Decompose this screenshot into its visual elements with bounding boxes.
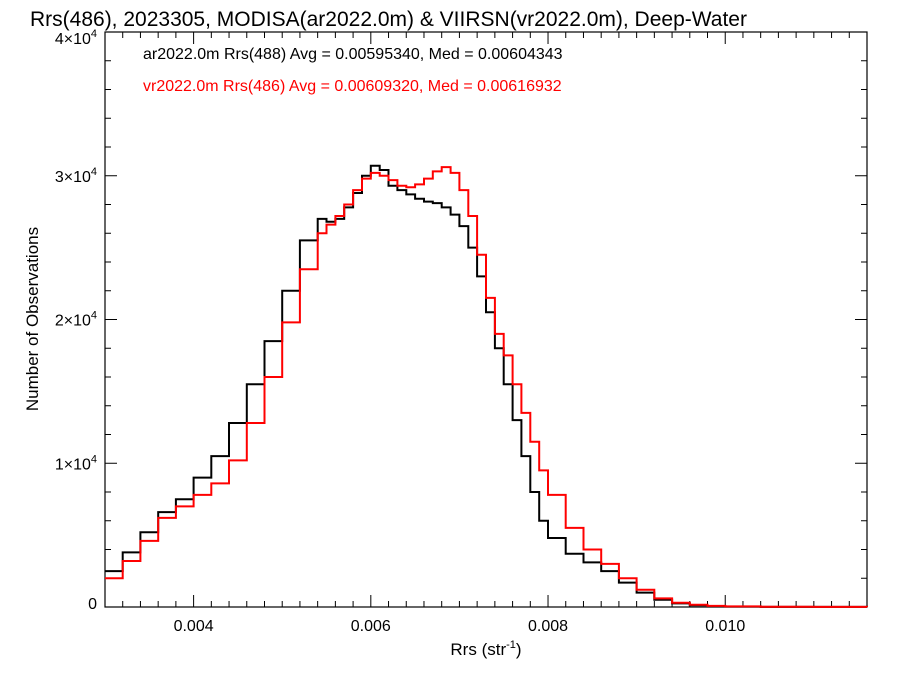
x-tick-label: 0.006 [351, 618, 391, 635]
y-tick-label: 0 [88, 596, 97, 613]
y-tick-label: 1×104 [55, 453, 97, 473]
plot-area [104, 31, 868, 608]
x-axis-label-exponent: -1 [506, 639, 516, 651]
y-axis: 0 1×104 2×104 3×104 4×104 [55, 28, 867, 613]
y-axis-label: Number of Observations [23, 227, 42, 411]
legend: ar2022.0m Rrs(488) Avg = 0.00595340, Med… [143, 46, 563, 95]
series-layer [105, 164, 868, 608]
plot-frame [104, 31, 868, 608]
legend-entry-viirsn: vr2022.0m Rrs(486) Avg = 0.00609320, Med… [143, 78, 562, 95]
x-axis: 0.004 0.006 0.008 0.010 [122, 32, 850, 635]
y-tick-label: 2×104 [55, 310, 97, 330]
y-tick-label: 3×104 [55, 166, 97, 186]
series-line-modisa [105, 164, 868, 608]
x-axis-label: Rrs (str-1) [450, 639, 521, 659]
x-axis-label-end: ) [516, 640, 522, 659]
x-tick-label: 0.008 [528, 618, 568, 635]
legend-entry-modisa: ar2022.0m Rrs(488) Avg = 0.00595340, Med… [143, 46, 563, 63]
x-tick-label: 0.010 [705, 618, 745, 635]
series-line-viirsn [105, 166, 868, 608]
x-axis-label-main: Rrs (str [450, 640, 506, 659]
chart-title: Rrs(486), 2023305, MODISA(ar2022.0m) & V… [30, 8, 747, 31]
x-tick-label: 0.004 [174, 618, 214, 635]
y-tick-label: 4×104 [55, 28, 97, 48]
